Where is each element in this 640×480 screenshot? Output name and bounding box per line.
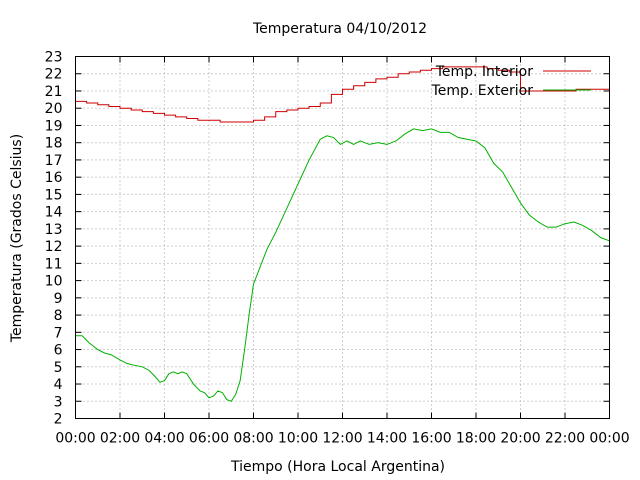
x-tick-label: 04:00 bbox=[144, 431, 184, 447]
x-axis-label: Tiempo (Hora Local Argentina) bbox=[230, 459, 445, 475]
y-tick-label: 3 bbox=[54, 394, 63, 410]
axis-ticks bbox=[75, 56, 610, 419]
plot-frame bbox=[75, 56, 610, 419]
y-tick-label: 22 bbox=[45, 67, 63, 83]
series-line-exterior bbox=[75, 128, 610, 402]
y-tick-label: 9 bbox=[54, 291, 63, 307]
grid-lines bbox=[75, 56, 610, 419]
y-tick-label: 15 bbox=[45, 187, 63, 203]
y-tick-label: 12 bbox=[45, 239, 63, 255]
y-tick-label: 2 bbox=[54, 412, 63, 428]
x-tick-label: 14:00 bbox=[367, 431, 407, 447]
series-lines bbox=[75, 66, 610, 402]
y-tick-label: 17 bbox=[45, 153, 63, 169]
x-tick-label: 18:00 bbox=[456, 431, 496, 447]
x-tick-label: 22:00 bbox=[545, 431, 585, 447]
y-tick-label: 13 bbox=[45, 222, 63, 238]
x-tick-label: 00:00 bbox=[55, 431, 95, 447]
y-tick-label: 21 bbox=[45, 84, 63, 100]
x-tick-label: 02:00 bbox=[100, 431, 140, 447]
y-tick-label: 11 bbox=[45, 256, 63, 272]
y-tick-label: 4 bbox=[54, 377, 63, 393]
legend: Temp. Interior Temp. Exterior bbox=[431, 64, 591, 99]
y-tick-label: 7 bbox=[54, 325, 63, 341]
x-tick-labels: 00:00 02:00 04:00 06:00 08:00 10:00 12:00 14:00… bbox=[55, 431, 629, 447]
y-tick-label: 14 bbox=[45, 205, 63, 221]
y-tick-label: 8 bbox=[54, 308, 63, 324]
y-tick-label: 16 bbox=[45, 170, 63, 186]
x-tick-label: 10:00 bbox=[278, 431, 318, 447]
y-tick-label: 23 bbox=[45, 50, 63, 66]
legend-label-exterior: Temp. Exterior bbox=[431, 83, 534, 99]
y-tick-label: 6 bbox=[54, 343, 63, 359]
y-tick-label: 18 bbox=[45, 136, 63, 152]
y-tick-label: 19 bbox=[45, 118, 63, 134]
x-tick-label: 08:00 bbox=[233, 431, 273, 447]
y-tick-label: 5 bbox=[54, 360, 63, 376]
x-tick-label: 16:00 bbox=[411, 431, 451, 447]
legend-label-interior: Temp. Interior bbox=[435, 64, 534, 80]
x-tick-label: 20:00 bbox=[500, 431, 540, 447]
series-line-interior bbox=[75, 66, 610, 123]
y-axis-label: Temperatura (Grados Celsius) bbox=[9, 134, 25, 343]
y-tick-label: 10 bbox=[45, 274, 63, 290]
chart-title: Temperatura 04/10/2012 bbox=[252, 21, 427, 37]
x-tick-label: 00:00 bbox=[589, 431, 629, 447]
y-tick-label: 20 bbox=[45, 101, 63, 117]
x-tick-label: 12:00 bbox=[322, 431, 362, 447]
x-tick-label: 06:00 bbox=[189, 431, 229, 447]
